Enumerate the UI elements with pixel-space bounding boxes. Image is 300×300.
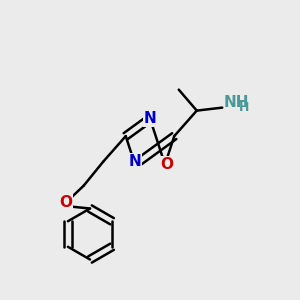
Text: H: H — [239, 100, 249, 113]
Text: NH: NH — [224, 95, 249, 110]
Text: O: O — [160, 157, 173, 172]
Text: O: O — [59, 195, 72, 210]
Text: N: N — [129, 154, 141, 169]
Text: N: N — [144, 111, 156, 126]
